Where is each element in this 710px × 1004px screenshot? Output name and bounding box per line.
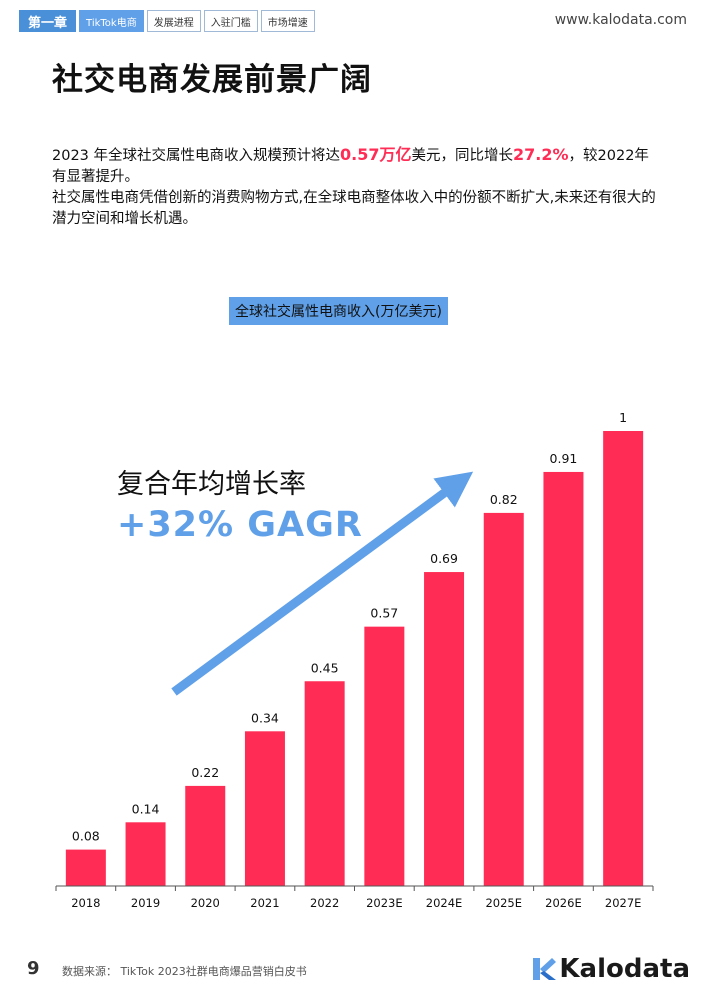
bar-value-label: 0.14 — [132, 801, 160, 816]
tab-development[interactable]: 发展进程 — [146, 10, 201, 32]
bar-2027E — [603, 431, 644, 886]
x-tick-label: 2026E — [545, 896, 582, 910]
revenue-highlight: 0.57万亿 — [340, 145, 412, 164]
x-tick-label: 2022 — [310, 896, 339, 910]
bar-value-label: 0.22 — [191, 765, 219, 780]
bar-2023E — [364, 626, 405, 886]
x-tick-label: 2020 — [191, 896, 220, 910]
x-tick-label: 2025E — [485, 896, 522, 910]
bar-2019 — [125, 822, 166, 886]
bar-2022 — [304, 681, 345, 886]
bar-2021 — [244, 731, 285, 886]
chapter-label: 第一章 — [19, 10, 77, 32]
intro-paragraph-2: 社交属性电商凭借创新的消费购物方式,在全球电商整体收入中的份额不断扩大,未来还有… — [52, 190, 656, 227]
data-source: 数据来源： TikTok 2023社群电商爆品营销白皮书 — [62, 965, 307, 978]
bar-value-label: 0.57 — [370, 606, 398, 621]
chart-title: 全球社交属性电商收入(万亿美元) — [229, 297, 448, 325]
growth-trend-arrow — [171, 471, 474, 696]
bar-value-label: 0.91 — [550, 451, 578, 466]
x-tick-label: 2024E — [426, 896, 463, 910]
bar-2025E — [483, 512, 524, 886]
x-tick-label: 2023E — [366, 896, 403, 910]
intro-text: 2023 年全球社交属性电商收入规模预计将达0.57万亿美元，同比增长27.2%… — [52, 144, 662, 230]
site-url[interactable]: www.kalodata.com — [554, 12, 687, 28]
bar-2026E — [543, 471, 584, 886]
intro-text-segment: 美元，同比增长 — [411, 148, 514, 164]
x-tick-label: 2019 — [131, 896, 160, 910]
page-title: 社交电商发展前景广阔 — [52, 62, 372, 98]
intro-text-segment: 2023 年全球社交属性电商收入规模预计将达 — [52, 148, 341, 164]
x-tick-label: 2027E — [605, 896, 642, 910]
bar-value-label: 0.82 — [490, 492, 518, 507]
tab-tiktok-ecommerce[interactable]: TikTok电商 — [79, 10, 144, 32]
bar-2018 — [65, 849, 106, 886]
kalodata-logo-icon — [533, 958, 557, 980]
bar-2024E — [424, 572, 465, 886]
bar-value-label: 0.69 — [430, 551, 458, 566]
growth-highlight: 27.2% — [513, 145, 569, 164]
bar-value-label: 0.08 — [72, 829, 100, 844]
page-number: 9 — [27, 958, 40, 979]
revenue-bar-chart: 0.08 2018 0.14 2019 0.22 2020 0.34 2021 0.45 2022… — [55, 410, 654, 910]
tab-entry-threshold[interactable]: 入驻门槛 — [203, 10, 258, 32]
intro-text-segment: ，较2022年有显著提升。 — [52, 148, 649, 185]
bar-value-label: 0.45 — [311, 660, 339, 675]
chapter-nav: 第一章 TikTok电商 发展进程 入驻门槛 市场增速 — [19, 10, 315, 32]
bar-2020 — [185, 785, 226, 886]
cagr-label: 复合年均增长率 — [117, 469, 306, 500]
x-tick-label: 2021 — [250, 896, 279, 910]
bar-value-label: 0.34 — [251, 710, 279, 725]
tab-market-growth[interactable]: 市场增速 — [260, 10, 315, 32]
logo-text: Kalodata — [559, 954, 690, 984]
intro-paragraph-1: 2023 年全球社交属性电商收入规模预计将达0.57万亿美元，同比增长27.2%… — [52, 144, 662, 188]
cagr-value: +32% GAGR — [117, 505, 363, 545]
kalodata-logo: Kalodata — [531, 954, 690, 984]
x-tick-label: 2018 — [71, 896, 100, 910]
bar-value-label: 1 — [619, 410, 627, 425]
